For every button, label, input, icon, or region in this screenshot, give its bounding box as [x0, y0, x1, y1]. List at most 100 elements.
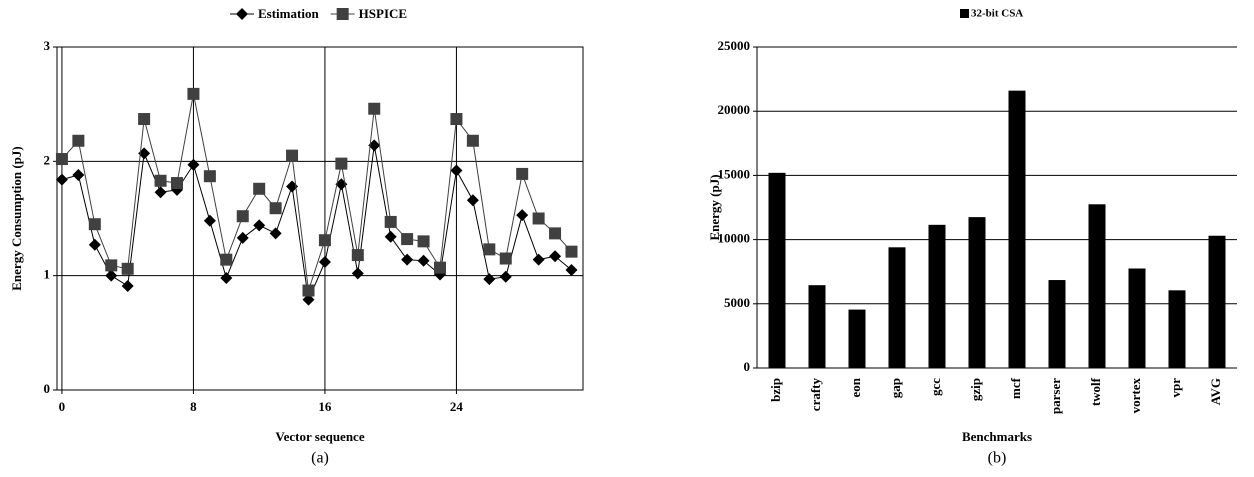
marker [220, 253, 233, 266]
bar [1088, 204, 1106, 368]
y-tick-label: 2 [44, 152, 51, 167]
marker [384, 215, 397, 228]
marker [302, 284, 315, 297]
bar [968, 217, 986, 368]
marker [72, 134, 85, 147]
x-axis-label: Benchmarks [962, 429, 1032, 444]
marker [401, 233, 414, 246]
x-tick-label: gcc [928, 378, 943, 396]
bar [808, 285, 826, 368]
marker [105, 269, 118, 282]
marker [483, 243, 496, 256]
y-tick-label: 3 [44, 38, 51, 53]
bar [1208, 235, 1226, 368]
marker [549, 250, 562, 263]
marker [55, 153, 68, 166]
marker [318, 234, 331, 247]
marker [516, 209, 529, 222]
bar [928, 224, 946, 368]
y-axis-label: Energy Consumption (pJ) [9, 146, 24, 290]
marker [220, 271, 233, 284]
x-tick-label: eon [848, 377, 863, 397]
x-tick-label: 8 [190, 399, 197, 414]
marker [269, 227, 282, 240]
y-tick-label: 10000 [718, 231, 751, 246]
y-tick-label: 1 [44, 267, 51, 282]
marker [318, 255, 331, 268]
marker [187, 158, 200, 171]
bar [1048, 280, 1066, 368]
marker [121, 262, 134, 275]
plot-frame [56, 46, 584, 391]
marker [532, 212, 545, 225]
marker [88, 238, 101, 251]
marker [401, 253, 414, 266]
y-tick-label: 25000 [718, 38, 751, 53]
x-tick-label: vortex [1128, 378, 1143, 414]
marker [516, 167, 529, 180]
x-tick-label: AVG [1208, 378, 1223, 405]
legend-swatch [960, 9, 969, 18]
marker [269, 202, 282, 215]
marker [532, 253, 545, 266]
marker [433, 261, 446, 274]
bar [1128, 268, 1146, 368]
marker [565, 263, 578, 276]
marker [351, 267, 364, 280]
marker [88, 218, 101, 231]
marker [335, 157, 348, 170]
bar [1168, 290, 1186, 368]
marker [286, 149, 299, 162]
x-tick-label: crafty [808, 378, 823, 412]
marker [368, 102, 381, 115]
marker [105, 259, 118, 272]
marker [72, 169, 85, 182]
marker [187, 87, 200, 100]
marker [417, 235, 430, 248]
x-tick-label: parser [1048, 378, 1063, 414]
bar [848, 309, 866, 368]
x-tick-label: mcf [1008, 377, 1023, 399]
marker [121, 279, 134, 292]
marker [253, 182, 266, 195]
y-tick-label: 20000 [718, 102, 751, 117]
marker [203, 170, 216, 183]
marker [351, 249, 364, 262]
marker [417, 254, 430, 267]
marker [499, 252, 512, 265]
x-tick-label: 24 [450, 399, 464, 414]
marker [483, 273, 496, 286]
x-tick-label: 0 [59, 399, 66, 414]
marker [236, 231, 249, 244]
x-tick-label: twolf [1088, 377, 1103, 406]
x-axis-label: Vector sequence [275, 429, 364, 444]
legend-label: 32-bit CSA [971, 8, 1023, 20]
x-tick-label: vpr [1168, 378, 1183, 398]
y-tick-label: 0 [44, 381, 51, 396]
y-tick-label: 5000 [724, 295, 750, 310]
series-line [61, 145, 572, 302]
marker [450, 113, 463, 126]
caption: (b) [988, 450, 1007, 467]
bar [1008, 90, 1026, 368]
marker [466, 194, 479, 207]
bar [888, 247, 906, 368]
legend-label: HSPICE [359, 6, 407, 21]
marker [368, 139, 381, 152]
marker [170, 177, 183, 190]
x-tick-label: gap [888, 378, 903, 398]
marker [203, 214, 216, 227]
series-line [61, 93, 572, 291]
marker [466, 134, 479, 147]
marker [499, 270, 512, 283]
x-tick-label: bzip [768, 378, 783, 402]
y-axis-label: Energy (pJ) [707, 174, 722, 240]
marker [384, 230, 397, 243]
marker [253, 219, 266, 232]
y-tick-label: 15000 [718, 166, 751, 181]
marker [154, 186, 167, 199]
bar [768, 172, 786, 368]
marker [565, 245, 578, 258]
marker [450, 164, 463, 177]
